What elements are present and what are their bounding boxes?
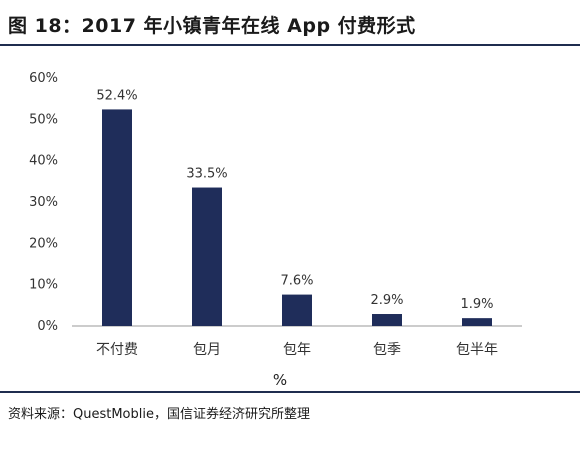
figure-title: 图 18：2017 年小镇青年在线 App 付费形式	[8, 15, 416, 37]
data-labels: 52.4% 33.5% 7.6% 2.9% 1.9%	[96, 88, 493, 312]
y-tick-label: 30%	[29, 195, 58, 210]
footer-rule	[0, 391, 580, 393]
bar	[192, 187, 222, 326]
bar-value-label: 7.6%	[280, 274, 313, 289]
y-tick-label: 60%	[29, 71, 58, 86]
bars	[102, 109, 492, 326]
x-tick-label: 包月	[193, 342, 221, 358]
figure-header: 图 18：2017 年小镇青年在线 App 付费形式	[0, 0, 580, 46]
source-note: 资料来源：QuestMoblie，国信证券经济研究所整理	[8, 407, 310, 422]
bar-chart: 0% 10% 20% 30% 40% 50% 60% 不付费 包月 包年 包季 包半年 52.4% 3…	[0, 60, 580, 390]
chart-svg: 0% 10% 20% 30% 40% 50% 60% 不付费 包月 包年 包季 包半年 52.4% 3…	[29, 71, 522, 389]
bar-value-label: 52.4%	[96, 88, 137, 103]
x-tick-label: 包年	[283, 342, 311, 358]
x-axis: 不付费 包月 包年 包季 包半年	[72, 325, 522, 358]
y-tick-label: 40%	[29, 154, 58, 169]
bar	[102, 109, 132, 326]
y-axis: 0% 10% 20% 30% 40% 50% 60%	[29, 71, 58, 334]
bar-value-label: 33.5%	[186, 167, 227, 182]
bar	[462, 318, 492, 326]
x-tick-label: 包半年	[456, 342, 498, 358]
bar-value-label: 1.9%	[460, 297, 493, 312]
x-tick-label: 不付费	[96, 342, 138, 358]
y-tick-label: 10%	[29, 278, 58, 293]
bar-value-label: 2.9%	[370, 293, 403, 308]
x-tick-label: 包季	[373, 342, 401, 358]
bar	[372, 314, 402, 326]
x-axis-title: %	[273, 371, 287, 389]
y-tick-label: 50%	[29, 112, 58, 127]
y-tick-label: 0%	[37, 319, 58, 334]
y-tick-label: 20%	[29, 236, 58, 251]
bar	[282, 294, 312, 326]
